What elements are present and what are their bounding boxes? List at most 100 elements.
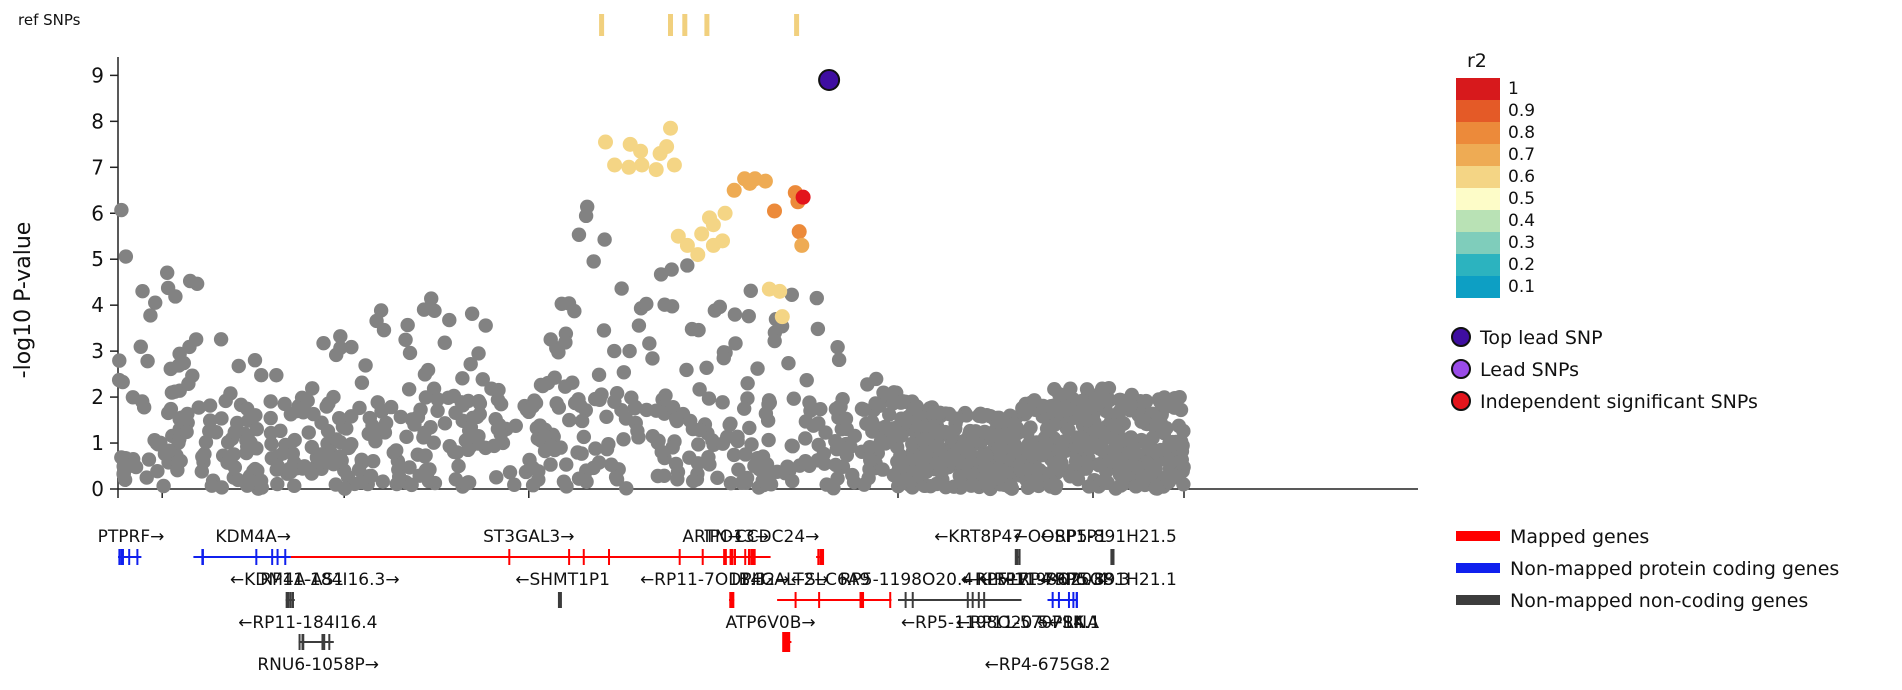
snp-point bbox=[136, 400, 152, 415]
snp-point bbox=[1003, 478, 1019, 493]
snp-point bbox=[528, 395, 544, 411]
snp-point bbox=[362, 468, 377, 484]
snp-point bbox=[1068, 453, 1084, 469]
ref-snp-tick bbox=[599, 14, 605, 36]
ld-snp-point bbox=[634, 157, 650, 173]
snp-point bbox=[893, 453, 909, 468]
snp-point bbox=[507, 477, 522, 492]
gene-label: KDM4A→ bbox=[215, 527, 291, 547]
snp-point bbox=[864, 414, 880, 430]
snp-point bbox=[407, 417, 422, 432]
snp-point bbox=[574, 413, 590, 429]
snp-point bbox=[243, 435, 258, 450]
ld-snp-point bbox=[670, 228, 686, 244]
ld-snp-point bbox=[633, 143, 649, 159]
snp-point bbox=[263, 410, 278, 426]
gene-label: ←OOSP1P1 bbox=[1014, 527, 1108, 547]
y-tick-label: 1 bbox=[91, 431, 104, 455]
gene-label: ←RP5-1198O20.4 bbox=[961, 570, 1109, 590]
snp-point bbox=[1040, 423, 1056, 438]
snp-point bbox=[862, 440, 878, 455]
snp-point bbox=[649, 403, 664, 418]
r2-legend-title: r2 bbox=[1467, 50, 1487, 72]
snp-point bbox=[819, 477, 834, 492]
snp-point bbox=[785, 473, 800, 489]
snp-point bbox=[645, 428, 661, 444]
snp-point bbox=[1039, 439, 1054, 454]
snp-point bbox=[182, 273, 198, 289]
snp-point bbox=[417, 367, 433, 382]
snp-point bbox=[591, 367, 607, 383]
snp-point bbox=[627, 401, 642, 416]
snp-point bbox=[270, 459, 286, 474]
snp-point bbox=[802, 395, 817, 410]
snp-type-legend: Top lead SNP Lead SNPs Independent signifi… bbox=[1451, 327, 1758, 413]
r2-legend-swatch bbox=[1456, 210, 1500, 232]
snp-point bbox=[163, 361, 178, 377]
snp-point bbox=[909, 399, 924, 414]
snp-point bbox=[1013, 462, 1028, 477]
snp-point bbox=[1128, 479, 1143, 494]
snp-point bbox=[934, 455, 950, 470]
snp-point bbox=[149, 436, 165, 451]
gene-legend-label: Mapped genes bbox=[1510, 526, 1649, 548]
snp-point bbox=[730, 433, 745, 449]
snp-point bbox=[208, 425, 224, 440]
snp-point bbox=[231, 358, 246, 374]
independent-significant-snp bbox=[795, 189, 811, 205]
snp-point bbox=[639, 296, 654, 312]
gene-label: ←RP4-675G8.2 bbox=[985, 655, 1111, 675]
snp-point bbox=[679, 362, 694, 378]
snp-point bbox=[1142, 441, 1157, 456]
snp-point bbox=[895, 474, 911, 489]
snp-point bbox=[417, 449, 432, 464]
snp-point bbox=[402, 460, 417, 475]
snp-point bbox=[141, 452, 157, 467]
gene-label: ST3GAL3→ bbox=[483, 527, 574, 547]
snp-point bbox=[1063, 381, 1078, 396]
snp-point bbox=[657, 297, 672, 312]
gene-label: ARTN→ bbox=[682, 527, 742, 547]
snp-point bbox=[471, 436, 486, 451]
ld-snp-point bbox=[791, 224, 807, 240]
snp-point bbox=[398, 332, 413, 347]
snp-point bbox=[728, 336, 743, 351]
snp-point bbox=[701, 391, 717, 406]
snp-point bbox=[747, 458, 762, 474]
gene-type-legend: Mapped genes Non-mapped protein coding ge… bbox=[1456, 526, 1839, 612]
snp-point bbox=[670, 472, 685, 487]
snp-point bbox=[715, 436, 731, 451]
snp-point bbox=[273, 423, 288, 439]
snp-point bbox=[304, 466, 319, 481]
snp-point bbox=[761, 393, 777, 408]
snp-point bbox=[607, 343, 622, 359]
snp-point bbox=[692, 382, 707, 397]
snp-point bbox=[977, 464, 992, 479]
snp-point bbox=[167, 384, 183, 399]
snp-point bbox=[588, 391, 603, 407]
snp-point bbox=[845, 467, 860, 483]
snp-point bbox=[742, 420, 757, 436]
snp-points-unlabelled bbox=[111, 199, 1191, 497]
snp-point bbox=[829, 441, 845, 457]
gene-label: RP5-1198O20.4→ bbox=[840, 570, 988, 590]
snp-point bbox=[727, 307, 743, 322]
snp-point bbox=[758, 406, 774, 421]
gene-label: ←7SK bbox=[1037, 613, 1085, 633]
snp-point bbox=[358, 358, 373, 373]
snp-point bbox=[723, 475, 739, 491]
snp-point bbox=[368, 434, 383, 449]
snp-point bbox=[570, 445, 585, 460]
snp-point bbox=[549, 396, 564, 411]
gene-label: ←SLC6A9 bbox=[791, 570, 871, 590]
snp-point bbox=[930, 438, 946, 453]
snp-point bbox=[726, 447, 742, 463]
r2-legend-swatch bbox=[1456, 78, 1500, 100]
snp-point bbox=[442, 312, 457, 328]
snp-point bbox=[163, 401, 179, 417]
snp-point bbox=[596, 323, 612, 338]
snp-point bbox=[319, 454, 334, 470]
r2-legend-swatch bbox=[1456, 232, 1500, 254]
gene-label: ←RP5-891H21.1 bbox=[1040, 570, 1176, 590]
snp-point bbox=[254, 368, 269, 383]
